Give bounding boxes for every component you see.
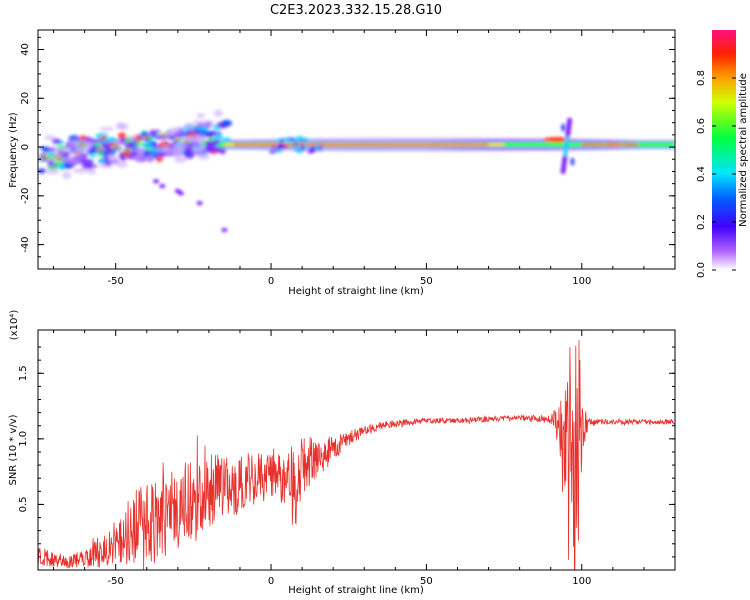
spectrogram-xtick-label-0: -50 <box>108 276 124 287</box>
colorbar-tick-label-2: 0.4 <box>696 166 707 182</box>
spectrogram-xtick-label-2: 50 <box>420 276 433 287</box>
snr-ytick-label-0: 1.5 <box>18 365 29 381</box>
spectrogram-ticks: -50 0 50 100 40 20 0 -20 -40 <box>20 30 676 287</box>
snr-xtick-label-3: 100 <box>572 576 591 587</box>
colorbar: 0.0 0.2 0.4 0.6 0.8 Normalized spectral ampl… <box>696 30 749 278</box>
colorbar-tick-label-0: 0.0 <box>696 262 707 278</box>
snr-xtick-label-0: -50 <box>108 576 124 587</box>
spectrogram-image <box>38 109 675 232</box>
spectrogram-blobs <box>38 109 675 232</box>
spectrogram-ylabel: Frequency (Hz) <box>8 112 19 188</box>
colorbar-tick-label-3: 0.6 <box>696 118 707 134</box>
spectrogram-ytick-label-0: 40 <box>20 43 31 56</box>
spectrogram-ytick-label-2: 0 <box>20 144 31 150</box>
colorbar-label: Normalized spectral amplitude <box>738 73 749 227</box>
snr-scale-label: (x10⁴) <box>9 310 20 341</box>
colorbar-tick-label-1: 0.2 <box>696 214 707 230</box>
snr-xtick-label-1: 0 <box>268 576 274 587</box>
snr-ytick-label-1: 1.0 <box>18 431 29 447</box>
spectrogram-xtick-label-3: 100 <box>572 276 591 287</box>
spectrogram-xtick-label-1: 0 <box>268 276 274 287</box>
snr-frame <box>37 329 676 571</box>
snr-xtick-label-2: 50 <box>420 576 433 587</box>
figure-title: C2E3.2023.332.15.28.G10 <box>270 3 442 18</box>
snr-xlabel: Height of straight line (km) <box>288 585 424 596</box>
snr-series-line <box>38 339 675 570</box>
spectrogram-frame <box>37 29 676 270</box>
spectrogram-panel: -50 0 50 100 40 20 0 -20 -40 Height of straight … <box>8 29 676 297</box>
spectrogram-ytick-label-3: -20 <box>20 188 31 204</box>
spectrogram-ytick-label-1: 20 <box>20 92 31 105</box>
spectrogram-xlabel: Height of straight line (km) <box>288 286 424 297</box>
snr-panel: -50 0 50 100 1.5 1.0 0.5 Height of straight li… <box>8 310 676 596</box>
snr-ytick-label-2: 0.5 <box>18 496 29 512</box>
spectrogram-ytick-label-4: -40 <box>20 236 31 252</box>
colorbar-tick-label-4: 0.8 <box>696 70 707 86</box>
snr-ylabel: SNR (10 * v/v) <box>8 414 19 485</box>
snr-ticks: -50 0 50 100 1.5 1.0 0.5 <box>18 330 676 587</box>
colorbar-gradient <box>712 30 736 270</box>
colorbar-ticks: 0.0 0.2 0.4 0.6 0.8 <box>696 70 736 278</box>
